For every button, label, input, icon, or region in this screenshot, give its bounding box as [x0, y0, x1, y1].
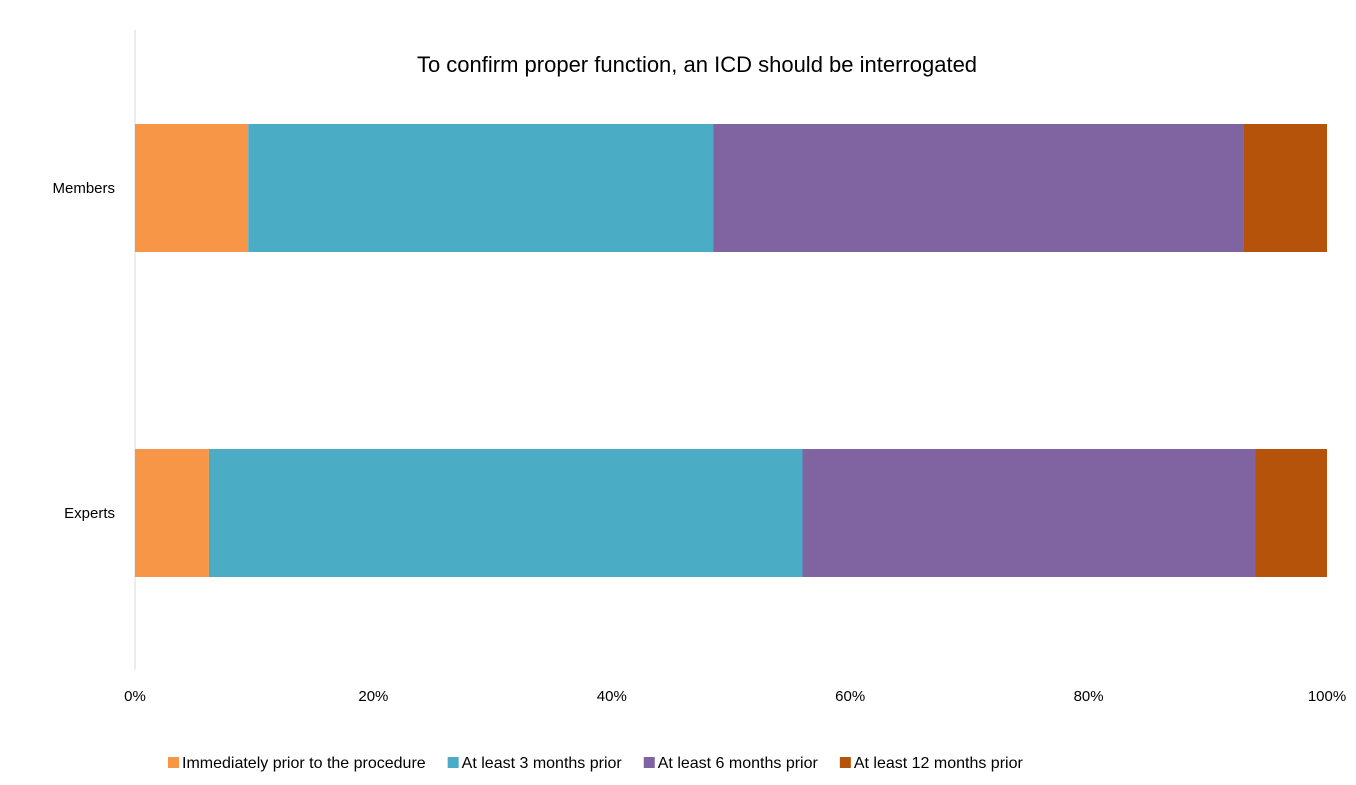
bars-group [135, 124, 1327, 577]
legend-swatch [447, 757, 459, 768]
bar-segment-experts-3 [802, 449, 1256, 577]
bar-segment-members-2 [248, 124, 714, 252]
legend-label: At least 12 months prior [854, 755, 1024, 772]
chart-title: To confirm proper function, an ICD shoul… [417, 52, 977, 77]
legend: Immediately prior to the procedure At lea… [168, 755, 1023, 772]
x-tick-labels: 0% 20% 40% 60% 80% 100% [124, 688, 1346, 705]
legend-label: At least 6 months prior [658, 755, 819, 772]
x-tick-label: 100% [1308, 688, 1346, 705]
legend-swatch [839, 757, 851, 768]
x-tick-label: 20% [358, 688, 388, 705]
category-label: Members [52, 180, 115, 197]
bar-segment-experts-1 [135, 449, 209, 577]
legend-swatch [168, 757, 179, 768]
bar-segment-members-1 [135, 124, 249, 252]
category-label: Experts [64, 505, 115, 522]
legend-label: Immediately prior to the procedure [182, 755, 426, 772]
x-tick-label: 0% [124, 688, 146, 705]
bar-segment-experts-4 [1255, 449, 1327, 577]
x-tick-label: 40% [597, 688, 627, 705]
x-tick-label: 60% [835, 688, 865, 705]
bar-segment-members-4 [1243, 124, 1327, 252]
legend-swatch [643, 757, 655, 768]
bar-segment-experts-2 [208, 449, 803, 577]
bar-segment-members-3 [713, 124, 1244, 252]
x-tick-label: 80% [1074, 688, 1104, 705]
legend-label: At least 3 months prior [462, 755, 623, 772]
category-labels: Members Experts [52, 180, 115, 522]
